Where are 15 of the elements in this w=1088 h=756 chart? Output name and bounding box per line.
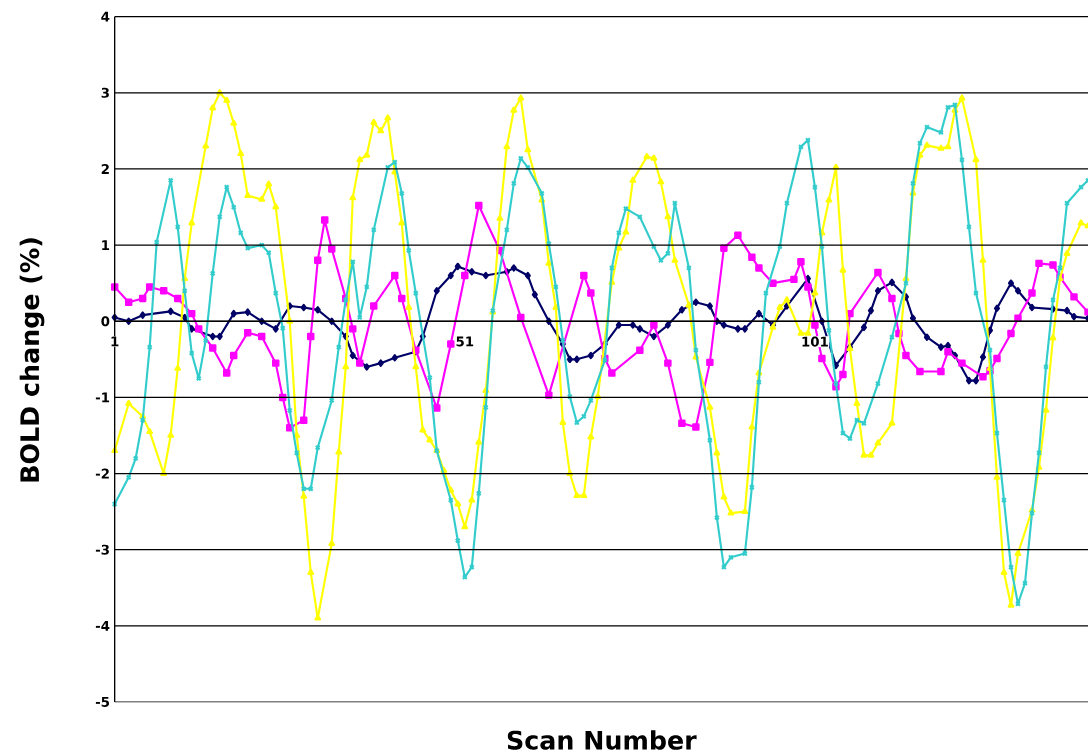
y-tick-label: -2 <box>95 468 109 479</box>
y-tick-label: -1 <box>95 392 110 403</box>
x-tick-label: 51 <box>456 336 474 347</box>
x-tick-label: 1 <box>111 336 119 347</box>
y-tick-label: 2 <box>101 163 109 174</box>
y-tick-label: 1 <box>102 240 110 250</box>
y-tick-label: 0 <box>101 316 110 327</box>
y-axis-title: BOLD change (%) <box>19 238 45 482</box>
y-tick-label: 3 <box>101 87 109 98</box>
y-tick-label: -5 <box>95 697 110 707</box>
y-tick-label: 4 <box>101 11 110 22</box>
x-tick-label: 101 <box>802 336 828 347</box>
x-axis-title: Scan Number <box>507 730 697 750</box>
y-tick-label: -3 <box>95 544 109 555</box>
y-tick-label: -4 <box>95 620 110 631</box>
